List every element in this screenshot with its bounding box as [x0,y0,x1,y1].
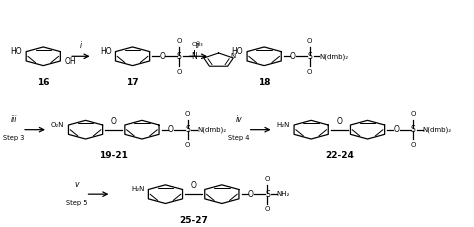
Text: O: O [111,117,117,126]
Text: O: O [176,38,182,44]
Text: 19-21: 19-21 [100,151,128,160]
Text: O: O [307,38,312,44]
Text: O: O [393,125,399,134]
Text: 22-24: 22-24 [325,151,354,160]
Text: S: S [307,52,312,61]
Text: Step 5: Step 5 [66,200,88,206]
Text: S: S [185,125,190,134]
Text: O: O [248,190,254,199]
Text: HO: HO [100,47,111,56]
Text: O: O [168,125,173,134]
Text: N(dmb)₂: N(dmb)₂ [422,126,452,133]
Text: iv: iv [236,115,243,124]
Text: 16: 16 [37,78,49,87]
Text: Step 3: Step 3 [3,135,24,141]
Text: O: O [265,176,270,182]
Text: O: O [265,206,270,212]
Text: v: v [75,180,79,189]
Text: 25-27: 25-27 [179,216,208,225]
Text: O: O [176,69,182,74]
Text: H₂N: H₂N [131,186,144,192]
Text: S: S [177,52,182,61]
Text: O₂N: O₂N [51,121,64,128]
Text: O: O [337,117,342,126]
Text: O: O [185,111,190,117]
Text: OH: OH [64,57,76,66]
Text: O: O [159,52,165,61]
Text: N: N [230,53,236,59]
Text: i: i [80,41,82,50]
Text: CH₃: CH₃ [192,42,204,47]
Text: Step 4: Step 4 [228,135,250,141]
Text: O: O [410,142,416,148]
Text: O: O [185,142,190,148]
Text: 17: 17 [126,78,139,87]
Text: iii: iii [10,115,17,124]
Text: S: S [411,125,416,134]
Text: 18: 18 [258,78,270,87]
Text: O: O [410,111,416,117]
Text: S: S [265,190,270,199]
Text: N(dmb)₂: N(dmb)₂ [197,126,226,133]
Text: N: N [191,52,197,61]
Text: ii: ii [196,41,201,50]
Text: H₂N: H₂N [277,121,290,128]
Text: HO: HO [231,47,243,56]
Text: O: O [290,52,296,61]
Text: O: O [307,69,312,74]
Text: HO: HO [10,47,22,56]
Text: O: O [191,181,197,190]
Text: NH₂: NH₂ [277,191,290,197]
Text: N(dmb)₂: N(dmb)₂ [319,53,348,59]
